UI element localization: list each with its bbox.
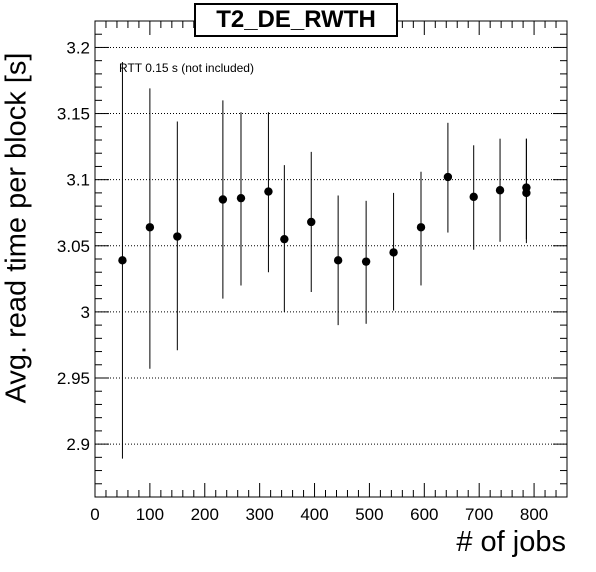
x-tick-label: 400	[300, 505, 328, 524]
data-point	[145, 88, 155, 369]
y-tick-label: 2.95	[57, 369, 90, 388]
y-tick-label: 3.2	[66, 38, 90, 57]
data-marker	[280, 234, 289, 244]
data-point	[416, 171, 426, 286]
data-marker	[333, 256, 343, 265]
data-marker	[264, 187, 273, 196]
y-tick-label: 3.15	[57, 105, 90, 124]
x-tick-label: 800	[520, 505, 548, 524]
data-point	[236, 112, 246, 286]
x-tick-label: 300	[245, 505, 273, 524]
data-point	[361, 200, 371, 324]
data-point	[307, 151, 316, 293]
x-tick-label: 700	[465, 505, 493, 524]
axes	[94, 20, 568, 498]
data-marker	[307, 217, 316, 227]
y-tick-label: 2.9	[66, 435, 90, 454]
grid-lines	[95, 46, 567, 445]
x-tick-label: 600	[410, 505, 438, 524]
data-marker	[218, 195, 228, 204]
data-marker	[236, 193, 246, 203]
chart-title: T2_DE_RWTH	[194, 3, 398, 37]
data-marker	[145, 223, 155, 232]
data-points	[118, 61, 531, 459]
y-tick-label: 3	[81, 303, 90, 322]
data-marker	[416, 223, 426, 232]
chart-annotation: RTT 0.15 s (not included)	[119, 61, 254, 75]
data-marker	[443, 172, 453, 182]
x-axis-label: # of jobs	[456, 526, 566, 558]
data-point	[522, 138, 531, 240]
data-marker	[495, 186, 505, 195]
x-tick-label: 100	[136, 505, 164, 524]
data-point	[333, 195, 343, 326]
y-tick-label: 3.1	[66, 171, 90, 190]
data-point	[280, 165, 289, 312]
data-marker	[173, 232, 182, 241]
x-tick-label: 200	[191, 505, 219, 524]
data-point	[218, 100, 228, 299]
tick-labels: 2.9 2.95 3 3.05 3.1 3.15 3.2 0 100 200 300 400 500 60…	[57, 38, 548, 524]
data-point	[118, 61, 127, 459]
data-point	[173, 121, 182, 351]
data-point	[264, 112, 273, 273]
x-tick-label: 500	[355, 505, 383, 524]
y-axis-label: Avg. read time per block [s]	[0, 52, 33, 404]
data-point	[495, 138, 505, 242]
data-point	[443, 122, 453, 233]
data-marker	[469, 192, 478, 202]
data-marker	[389, 248, 398, 257]
data-point	[389, 192, 398, 311]
data-marker	[361, 257, 371, 266]
data-marker	[522, 183, 531, 192]
data-point	[469, 145, 478, 250]
plot-frame	[94, 20, 568, 498]
x-tick-label: 0	[90, 505, 99, 524]
data-marker	[118, 256, 127, 265]
y-tick-label: 3.05	[57, 237, 90, 256]
